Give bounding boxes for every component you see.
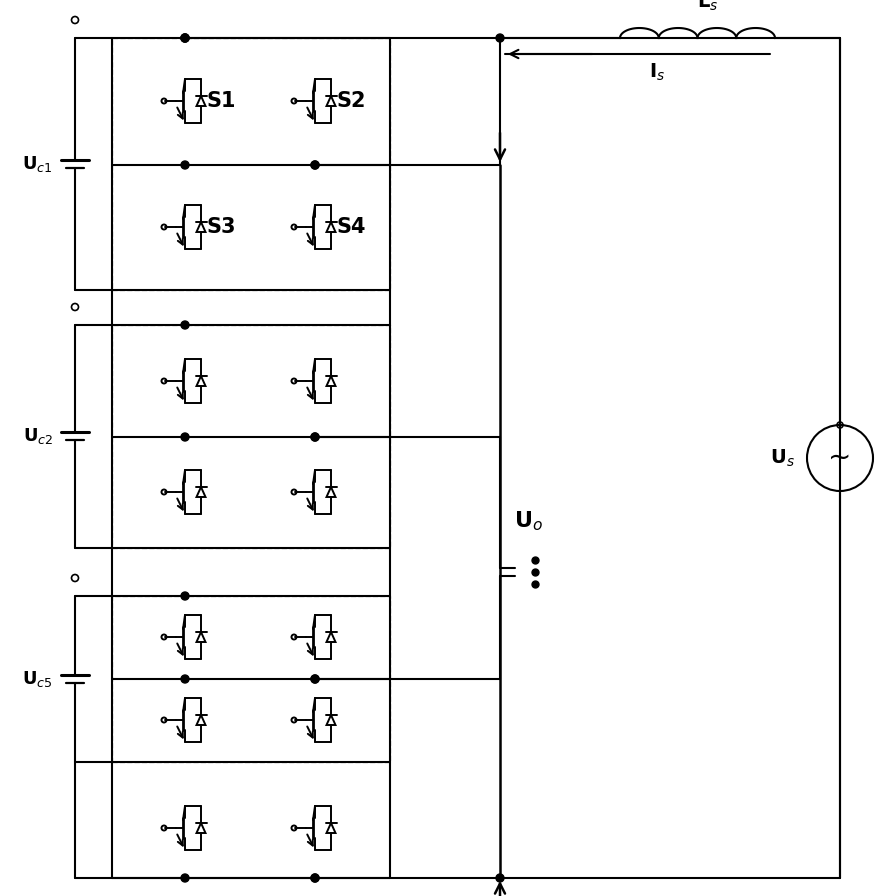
Circle shape [181,675,189,683]
Circle shape [181,321,189,329]
Text: U$_{c5}$: U$_{c5}$ [22,669,53,689]
Text: U$_{c2}$: U$_{c2}$ [22,426,53,446]
Circle shape [311,874,319,882]
Circle shape [181,34,189,42]
Text: S3: S3 [207,217,237,237]
Bar [112,596,390,762]
Text: U$_s$: U$_s$ [771,447,795,469]
Circle shape [181,874,189,882]
Text: U$_o$: U$_o$ [514,509,543,533]
Text: I$_s$: I$_s$ [650,62,666,83]
Circle shape [181,592,189,600]
Circle shape [311,675,319,683]
Circle shape [311,874,319,882]
Circle shape [181,34,189,42]
Circle shape [496,874,504,882]
Text: U$_{c1}$: U$_{c1}$ [22,154,53,174]
Text: S1: S1 [207,91,237,111]
Bar [112,38,390,290]
Text: S2: S2 [337,91,366,111]
Text: L$_s$: L$_s$ [697,0,719,13]
Circle shape [496,34,504,42]
Circle shape [311,433,319,441]
Circle shape [311,161,319,169]
Circle shape [311,161,319,169]
Bar [112,325,390,548]
Circle shape [181,433,189,441]
Circle shape [311,675,319,683]
Text: ~: ~ [828,444,852,472]
Circle shape [181,161,189,169]
Circle shape [181,34,189,42]
Circle shape [311,433,319,441]
Text: S4: S4 [337,217,366,237]
